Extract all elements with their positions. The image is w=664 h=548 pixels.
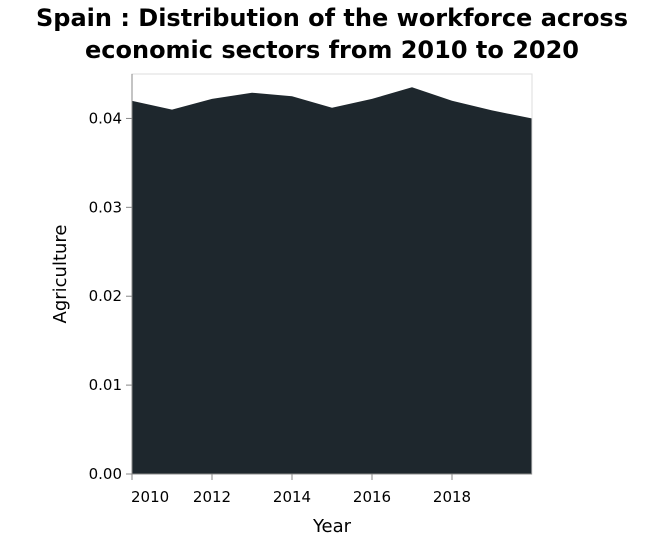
y-tick-label: 0.03 bbox=[89, 198, 122, 216]
x-tick-label: 2010 bbox=[131, 488, 169, 506]
y-tick-label: 0.02 bbox=[89, 287, 122, 305]
chart-title-line-1: Spain : Distribution of the workforce ac… bbox=[35, 4, 629, 32]
x-tick-label: 2012 bbox=[193, 488, 231, 506]
area-fill-agriculture bbox=[131, 87, 532, 475]
plot-area bbox=[131, 73, 533, 475]
y-tick-label: 0.04 bbox=[89, 109, 122, 127]
y-axis-title: Agriculture bbox=[50, 225, 71, 324]
chart-title: Spain : Distribution of the workforce ac… bbox=[0, 2, 664, 66]
x-tick-label: 2016 bbox=[353, 488, 391, 506]
x-tick-label: 2018 bbox=[433, 488, 471, 506]
y-tick-label: 0.01 bbox=[89, 376, 122, 394]
x-tick-label: 2014 bbox=[273, 488, 311, 506]
y-axis: 0.00 0.01 0.02 0.03 0.04 bbox=[89, 74, 133, 483]
x-axis: 2010 2012 2014 2016 2018 bbox=[131, 473, 532, 506]
y-tick-label: 0.00 bbox=[89, 465, 122, 483]
chart-title-line-2: economic sectors from 2010 to 2020 bbox=[84, 36, 579, 64]
x-axis-title: Year bbox=[312, 516, 352, 537]
